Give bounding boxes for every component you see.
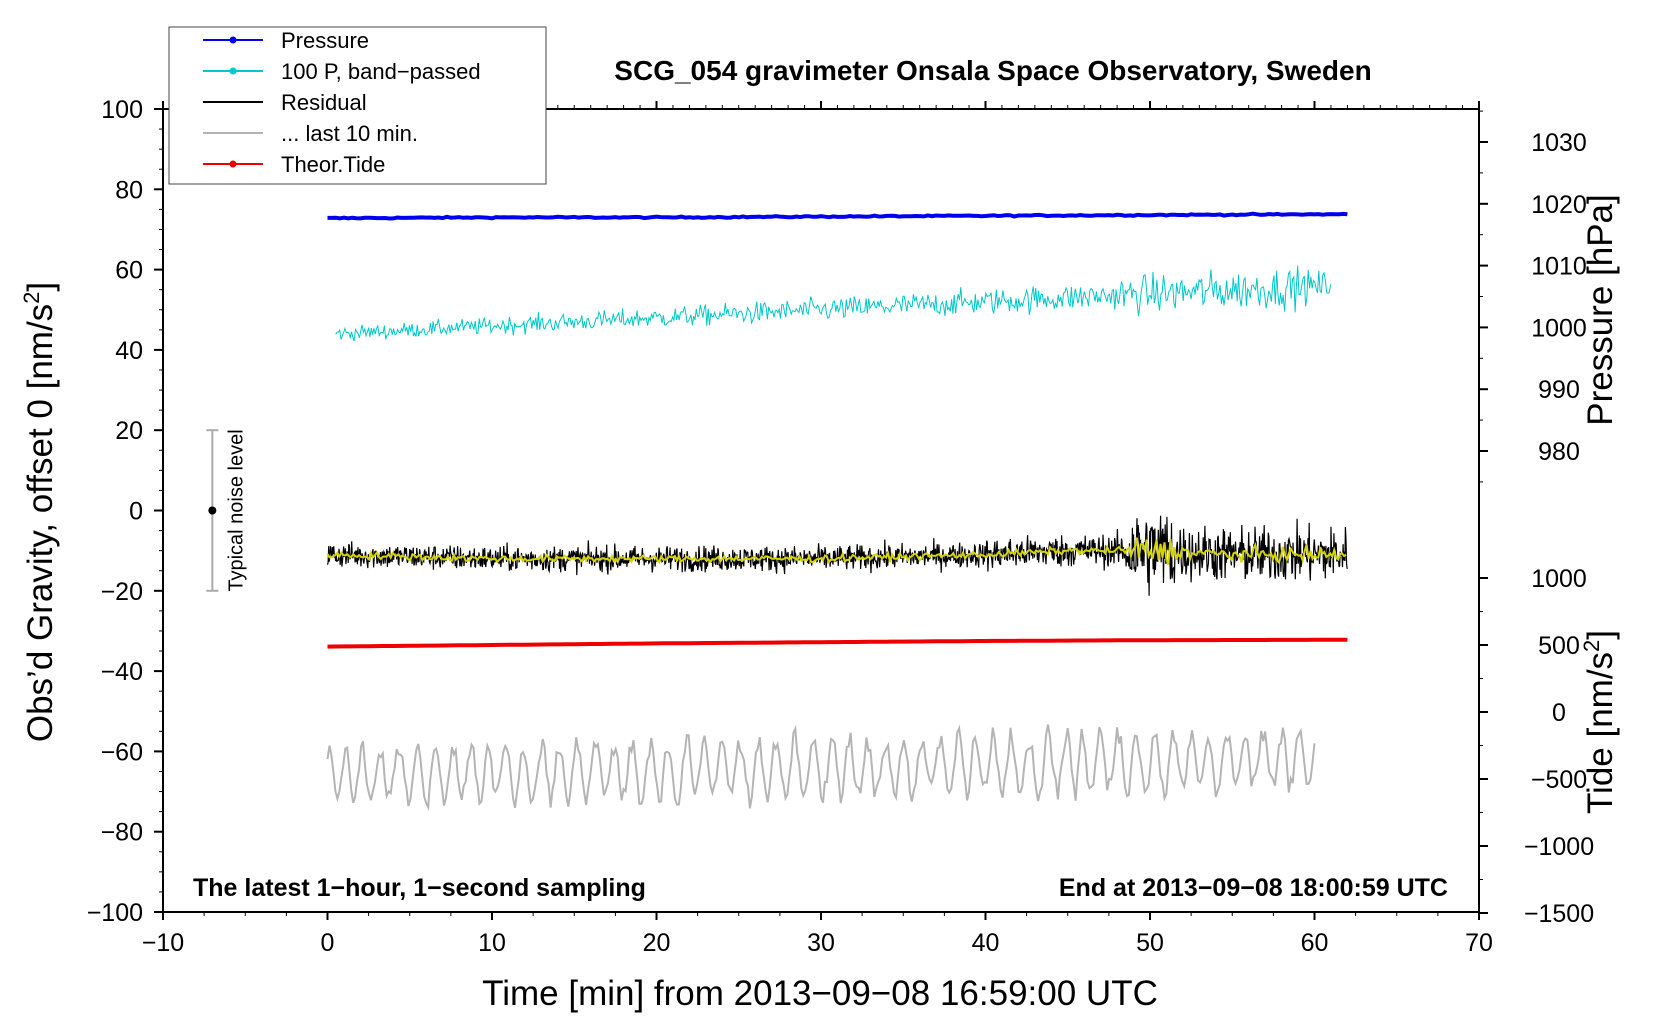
legend-marker [229,160,237,168]
legend-label: 100 P, band−passed [281,59,481,84]
y-tick-label: 20 [115,417,143,445]
legend-box [168,26,547,185]
x-tick-label: 20 [643,929,671,957]
pressure-tick-label: 1030 [1531,129,1587,157]
legend-label: Theor.Tide [281,152,385,177]
annotation-sampling: The latest 1−hour, 1−second sampling [193,874,646,902]
tick-layer: −10 0 10 20 30 40 50 60 70100806040200−20−40−60−… [87,96,1594,957]
legend-label: Residual [281,90,367,115]
y-tick-label: −60 [101,738,143,766]
noise-bar-center-dot [208,506,217,515]
y-axis-title-main: Obs’d Gravity, offset 0 [nm/s [21,304,60,742]
legend: Pressure 100 P, band−passed Residual ... la… [168,26,547,185]
x-tick-label: 0 [321,929,335,957]
series-residual-smoothed-line [326,537,1347,565]
x-tick-label: 40 [972,929,1000,957]
noise-level-label: Typical noise level [225,429,247,591]
x-tick-label: −10 [142,929,184,957]
tide-axis-title-sup: 2 [1579,640,1604,652]
tide-tick-label: 0 [1552,699,1566,727]
y-tick-label: 40 [115,337,143,365]
tide-tick-label: 500 [1538,632,1580,660]
y-tick-label: 60 [115,257,143,285]
y-tick-label: −20 [101,578,143,606]
y-tick-label: 80 [115,176,143,204]
y-tick-label: 100 [101,96,143,124]
tide-tick-label: −1000 [1524,833,1594,861]
series-last-10-min-line [326,724,1316,812]
chart-title: SCG_054 gravimeter Onsala Space Observat… [614,55,1371,86]
x-tick-label: 60 [1301,929,1329,957]
tide-axis-title-end: ] [1581,630,1620,640]
y-tick-label: 0 [129,498,143,526]
series-bandpassed-pressure-line [335,265,1332,342]
tide-tick-label: −1500 [1524,900,1594,928]
y-axis-title-sup: 2 [19,292,44,304]
y-tick-label: −40 [101,658,143,686]
series-theoretical-tide-line [327,637,1348,649]
pressure-tick-label: 990 [1538,376,1580,404]
annotation-end-time: End at 2013−09−08 18:00:59 UTC [1059,874,1448,902]
pressure-tick-label: 1000 [1531,314,1587,342]
x-tick-label: 50 [1136,929,1164,957]
series-residual-line [326,515,1348,596]
x-tick-label: 70 [1465,929,1493,957]
tide-axis-title: Tide [nm/s2] [1579,630,1620,814]
pressure-tick-label: 1020 [1531,191,1587,219]
legend-marker [229,67,237,75]
y-axis-title-end: ] [21,282,60,292]
legend-label: ... last 10 min. [281,121,418,146]
y-tick-label: −80 [101,819,143,847]
x-axis-title: Time [min] from 2013−09−08 16:59:00 UTC [482,974,1158,1013]
tide-tick-label: 1000 [1531,565,1587,593]
pressure-axis-title: Pressure [hPa] [1581,194,1620,426]
pressure-tick-label: 1010 [1531,253,1587,281]
series-pressure-line [327,211,1348,221]
y-axis-title: Obs’d Gravity, offset 0 [nm/s2] [19,282,60,742]
tide-axis-title-main: Tide [nm/s [1581,652,1620,814]
tide-tick-label: −500 [1531,766,1587,794]
legend-label: Pressure [281,28,369,53]
legend-marker [229,36,237,44]
pressure-tick-label: 980 [1538,438,1580,466]
noise-level-indicator: Typical noise level [206,429,247,592]
y-tick-label: −100 [87,899,143,927]
series-layer [326,211,1348,812]
x-tick-label: 30 [807,929,835,957]
x-tick-label: 10 [478,929,506,957]
